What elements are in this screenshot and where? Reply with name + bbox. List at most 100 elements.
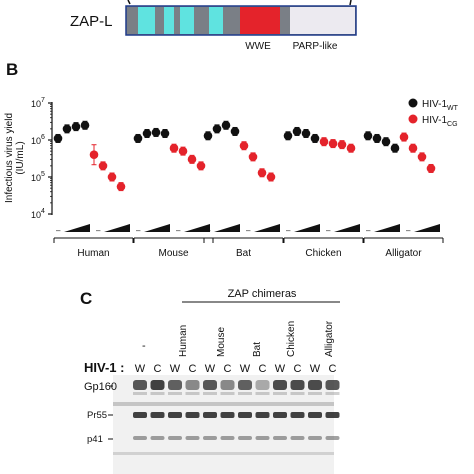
- pr55-band: [325, 412, 340, 418]
- p41-band: [133, 436, 147, 440]
- p41-band: [150, 436, 165, 440]
- wt-point: [142, 129, 152, 138]
- wt-point: [381, 137, 391, 146]
- band-label-gp160: Gp160: [84, 381, 117, 393]
- background-band: [290, 392, 305, 395]
- bracket-right: [349, 0, 352, 6]
- zinc-finger-domain: [138, 7, 155, 34]
- panel-a: ZAP-L WWE PARP-like: [70, 0, 357, 52]
- cg-point: [266, 172, 276, 182]
- dose-wedge: [104, 224, 130, 232]
- cg-point: [116, 182, 126, 191]
- blot-bands: [113, 380, 340, 455]
- gp160-band: [220, 380, 235, 390]
- wt-point: [221, 120, 231, 130]
- background-band: [238, 392, 252, 395]
- gp160-band: [203, 380, 217, 390]
- parp-label: PARP-like: [293, 41, 338, 52]
- cg-point: [239, 141, 249, 151]
- dose-dash: –: [246, 226, 251, 235]
- y-tick-label: 107: [31, 97, 45, 109]
- p41-band: [255, 436, 270, 440]
- dose-wedge: [414, 224, 440, 232]
- dose-wedge: [334, 224, 360, 232]
- gp160-band: [290, 380, 305, 390]
- cg-point: [187, 155, 197, 164]
- lane-letter: W: [135, 363, 146, 375]
- cg-point: [107, 172, 117, 182]
- wt-point: [283, 131, 293, 141]
- lane-letter: W: [275, 363, 286, 375]
- dose-wedge: [214, 224, 240, 232]
- cg-point: [319, 137, 329, 146]
- p41-band: [290, 436, 305, 440]
- cg-point: [408, 143, 418, 153]
- pr55-band: [220, 412, 235, 418]
- lane-letter: W: [310, 363, 321, 375]
- legend-marker-cg: [408, 114, 418, 124]
- lane-label: Human: [178, 325, 189, 357]
- pr55-band: [150, 412, 165, 418]
- lane-label: Mouse: [216, 327, 227, 357]
- lane-letter: C: [224, 363, 232, 375]
- dose-dash: –: [136, 226, 141, 235]
- bracket-left: [127, 0, 131, 5]
- lane-letter: C: [294, 363, 302, 375]
- band-label-p41: p41: [87, 434, 103, 445]
- cg-point: [426, 164, 436, 173]
- wt-point: [372, 134, 382, 143]
- cg-point: [399, 132, 409, 142]
- group-axis: – – Human – – Mouse – – Bat – – Chicken – – Alligator: [53, 224, 444, 259]
- p41-band: [308, 436, 322, 440]
- background-band: [203, 392, 217, 395]
- p41-band: [168, 436, 182, 440]
- wt-point: [53, 134, 63, 143]
- pr55-band: [273, 412, 287, 418]
- gp160-band: [238, 380, 252, 390]
- cg-point: [328, 139, 338, 148]
- lane-letter: C: [189, 363, 197, 375]
- gp160-band: [133, 380, 147, 390]
- gp160-band: [325, 380, 340, 390]
- gp160-band: [273, 380, 287, 390]
- data-points: [53, 120, 436, 192]
- wt-point: [212, 124, 222, 134]
- wwe-label: WWE: [245, 41, 271, 52]
- gp160-band: [168, 380, 182, 390]
- band-label-pr55: Pr55: [87, 410, 107, 421]
- gp160-band: [150, 380, 165, 390]
- dose-wedge: [144, 224, 170, 232]
- gp160-band: [308, 380, 322, 390]
- dose-dash: –: [206, 226, 211, 235]
- lane-label-dash: -: [142, 340, 146, 352]
- lane-labels: - Human Mouse Bat Chicken Alligator: [142, 320, 335, 357]
- lane-letter: C: [154, 363, 162, 375]
- domain-bar-border: [125, 5, 357, 36]
- lane-letter: C: [259, 363, 267, 375]
- panel-c-letter: C: [80, 289, 92, 308]
- dose-wedge: [254, 224, 280, 232]
- wt-point: [71, 122, 81, 131]
- dose-dash: –: [326, 226, 331, 235]
- cg-point: [337, 140, 347, 149]
- lane-label: Chicken: [286, 321, 297, 357]
- cg-point: [346, 143, 356, 153]
- wt-point: [363, 131, 373, 141]
- domain-bar: [125, 5, 357, 36]
- protein-label: ZAP-L: [70, 13, 113, 30]
- panel-c: C ZAP chimeras - Human Mouse Bat Chicken Alli…: [80, 288, 340, 474]
- wt-point: [151, 128, 161, 137]
- y-tick-label: 106: [31, 134, 45, 146]
- legend-label-wt: HIV-1WT: [422, 99, 459, 112]
- dose-wedge: [294, 224, 320, 232]
- pr55-band: [308, 412, 322, 418]
- background-band: [308, 392, 322, 395]
- dose-wedge: [184, 224, 210, 232]
- group-label: Alligator: [385, 248, 422, 259]
- blot-image: [113, 375, 334, 474]
- cg-point: [196, 161, 206, 171]
- dose-dash: –: [96, 226, 101, 235]
- gp160-band: [255, 380, 270, 390]
- p41-band: [185, 436, 200, 440]
